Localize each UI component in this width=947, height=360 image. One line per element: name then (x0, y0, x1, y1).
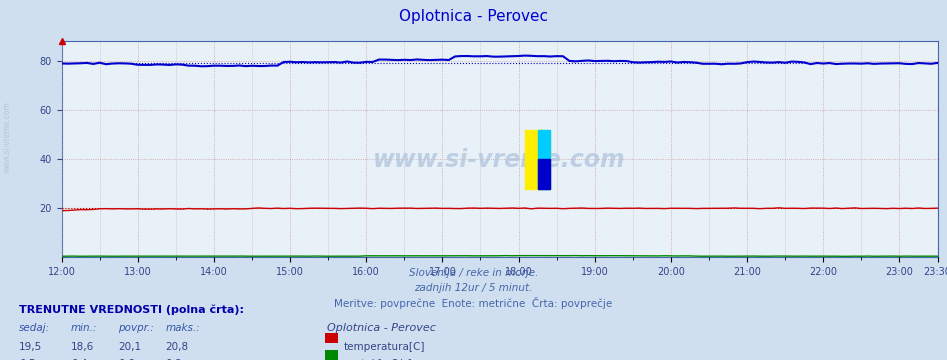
Bar (525, 130, 550, 189)
Text: temperatura[C]: temperatura[C] (344, 342, 425, 352)
Text: 0,6: 0,6 (118, 359, 134, 360)
Bar (538, 159, 550, 189)
Text: povpr.:: povpr.: (118, 323, 154, 333)
Text: 20,1: 20,1 (118, 342, 141, 352)
Text: 20,8: 20,8 (166, 342, 188, 352)
Text: www.si-vreme.com: www.si-vreme.com (3, 101, 12, 173)
Text: 19,5: 19,5 (19, 342, 43, 352)
Text: www.si-vreme.com: www.si-vreme.com (373, 148, 626, 172)
Text: sedaj:: sedaj: (19, 323, 50, 333)
Text: zadnjih 12ur / 5 minut.: zadnjih 12ur / 5 minut. (415, 283, 532, 293)
Text: Meritve: povprečne  Enote: metrične  Črta: povprečje: Meritve: povprečne Enote: metrične Črta:… (334, 297, 613, 309)
Text: 0,8: 0,8 (166, 359, 182, 360)
Text: Slovenija / reke in morje.: Slovenija / reke in morje. (409, 268, 538, 278)
Text: pretok[m3/s]: pretok[m3/s] (344, 359, 412, 360)
Text: Oplotnica - Perovec: Oplotnica - Perovec (399, 9, 548, 24)
Text: 0,4: 0,4 (71, 359, 87, 360)
Text: maks.:: maks.: (166, 323, 201, 333)
Bar (538, 130, 550, 189)
Text: Oplotnica - Perovec: Oplotnica - Perovec (327, 323, 436, 333)
Text: TRENUTNE VREDNOSTI (polna črta):: TRENUTNE VREDNOSTI (polna črta): (19, 304, 244, 315)
Text: 0,5: 0,5 (19, 359, 35, 360)
Text: min.:: min.: (71, 323, 98, 333)
Text: 18,6: 18,6 (71, 342, 95, 352)
